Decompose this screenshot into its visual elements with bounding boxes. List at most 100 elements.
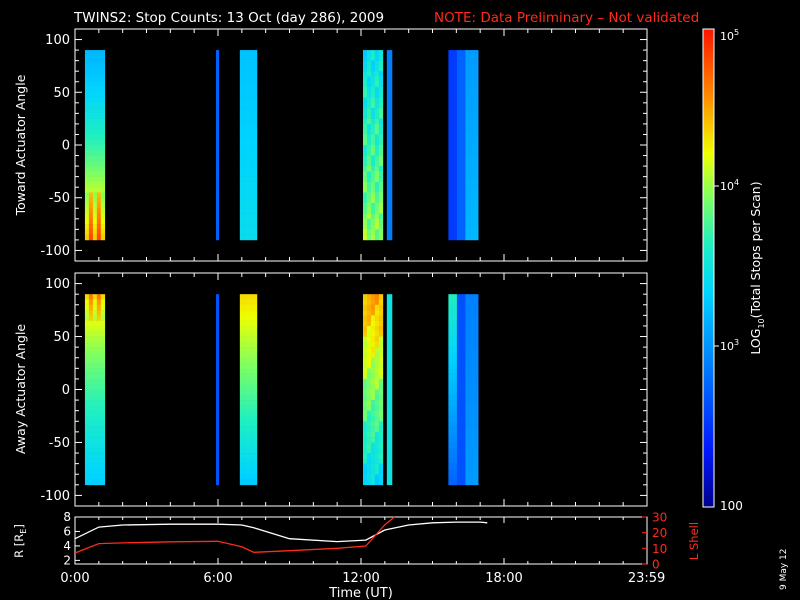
toward-cell xyxy=(374,123,380,130)
toward-cell xyxy=(366,71,372,77)
away-cell xyxy=(96,384,102,390)
toward-cell xyxy=(252,155,258,162)
toward-cell xyxy=(244,65,249,72)
away-cell xyxy=(92,426,98,433)
away-cell xyxy=(248,373,253,380)
away-cell xyxy=(469,394,475,401)
toward-cell xyxy=(248,81,253,88)
away-cell xyxy=(473,347,479,353)
toward-cell xyxy=(452,176,458,183)
away-cell xyxy=(366,341,372,348)
toward-cell xyxy=(374,102,380,109)
toward-cell xyxy=(469,55,475,61)
away-cell xyxy=(461,294,466,300)
away-cell xyxy=(239,463,245,470)
toward-cell xyxy=(469,97,475,104)
toward-cell xyxy=(362,65,368,72)
away-cell xyxy=(370,468,376,475)
toward-cell xyxy=(216,92,220,98)
away-cell xyxy=(239,426,245,433)
toward-cell xyxy=(216,160,220,167)
toward-cell xyxy=(252,97,258,104)
away-cell xyxy=(244,363,249,369)
toward-cell xyxy=(469,76,475,83)
away-cell xyxy=(96,442,102,449)
toward-cell xyxy=(362,176,368,183)
away-cell xyxy=(456,368,462,374)
away-cell xyxy=(448,463,453,470)
toward-cell xyxy=(378,97,384,104)
toward-cell xyxy=(88,187,94,193)
radius-ytick-label: 2 xyxy=(63,553,71,567)
toward-cell xyxy=(374,134,380,141)
toward-cell xyxy=(92,102,98,109)
toward-cell xyxy=(386,60,393,67)
away-cell xyxy=(448,437,453,443)
away-cell xyxy=(386,458,393,464)
away-cell xyxy=(452,347,458,353)
toward-cell xyxy=(448,87,453,93)
away-cell xyxy=(366,373,372,380)
away-cell xyxy=(252,310,258,316)
time-xtick-label: 6:00 xyxy=(203,571,232,586)
toward-cell xyxy=(469,160,475,167)
away-cell xyxy=(469,363,475,369)
away-cell xyxy=(252,458,258,464)
away-cell xyxy=(244,474,249,480)
toward-cell xyxy=(216,224,220,230)
toward-cell xyxy=(370,145,376,151)
away-cell xyxy=(100,325,106,332)
away-cell xyxy=(456,474,462,480)
away-cell xyxy=(473,442,479,449)
toward-cell xyxy=(84,113,90,119)
away-cell xyxy=(456,299,462,306)
toward-cell xyxy=(374,97,380,104)
away-cell xyxy=(374,352,380,359)
toward-cell xyxy=(452,50,458,56)
away-cell xyxy=(362,368,368,374)
lshell-ytick-label: 20 xyxy=(652,526,667,540)
toward-cell xyxy=(465,203,470,209)
away-cell xyxy=(374,400,380,406)
toward-cell xyxy=(362,229,368,235)
toward-cell xyxy=(100,208,106,214)
toward-cell xyxy=(370,55,376,61)
toward-cell xyxy=(239,192,245,199)
toward-cell xyxy=(88,87,94,93)
toward-cell xyxy=(88,134,94,141)
toward-cell xyxy=(88,203,94,209)
toward-cell xyxy=(216,213,220,220)
toward-cell xyxy=(378,213,384,220)
toward-cell xyxy=(366,123,372,130)
toward-cell xyxy=(92,181,98,188)
toward-cell xyxy=(386,181,393,188)
away-cell xyxy=(374,394,380,401)
away-cell xyxy=(469,357,475,364)
away-block-2 xyxy=(239,294,258,486)
toward-cell xyxy=(92,97,98,104)
toward-cell xyxy=(366,192,372,199)
away-cell xyxy=(239,479,245,486)
toward-cell xyxy=(452,60,458,67)
toward-cell xyxy=(92,176,98,183)
away-cell xyxy=(366,447,372,454)
away-cell xyxy=(239,474,245,480)
away-cell xyxy=(84,368,90,374)
toward-cell xyxy=(362,181,368,188)
away-cell xyxy=(216,468,220,475)
away-cell xyxy=(96,468,102,475)
away-cell xyxy=(244,368,249,374)
away-cell xyxy=(362,299,368,306)
toward-cell xyxy=(88,118,94,125)
away-cell xyxy=(100,336,106,343)
toward-cell xyxy=(92,208,98,214)
toward-cell xyxy=(362,81,368,88)
toward-ytick-label: 50 xyxy=(53,86,70,101)
toward-cell xyxy=(239,81,245,88)
away-ytick-label: -50 xyxy=(49,436,70,451)
away-cell xyxy=(452,368,458,374)
away-cell xyxy=(386,400,393,406)
toward-cell xyxy=(473,224,479,230)
toward-cell xyxy=(456,187,462,193)
